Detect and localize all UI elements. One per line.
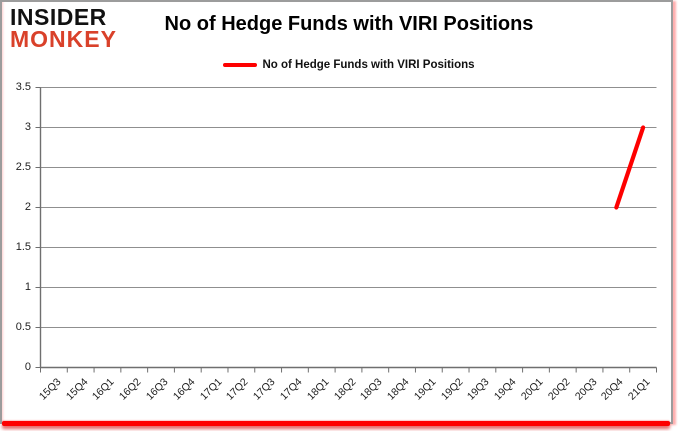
y-axis-tick-label: 1 [24,280,31,293]
y-axis-tick-label: 2.5 [15,160,31,173]
legend-label: No of Hedge Funds with VIRI Positions [262,59,475,71]
chart-title: No of Hedge Funds with VIRI Positions [164,13,534,35]
chart-card [0,0,673,424]
chart-legend: No of Hedge Funds with VIRI Positions [41,59,657,71]
y-axis-tick-label: 0 [24,360,31,373]
y-axis-tick-label: 0.5 [15,320,31,333]
series-line [614,125,646,210]
red-accent-bar [2,421,670,426]
logo-line1: INSIDER [10,4,107,30]
insider-monkey-logo: INSIDER MONKEY [10,4,117,52]
y-axis-tick-label: 3.5 [15,80,31,93]
y-axis-tick-label: 1.5 [15,240,31,253]
logo-line2: MONKEY [10,25,117,52]
y-axis-tick-label: 2 [24,200,31,213]
legend-line-swatch [223,62,258,68]
y-axis-tick-label: 3 [24,120,31,133]
